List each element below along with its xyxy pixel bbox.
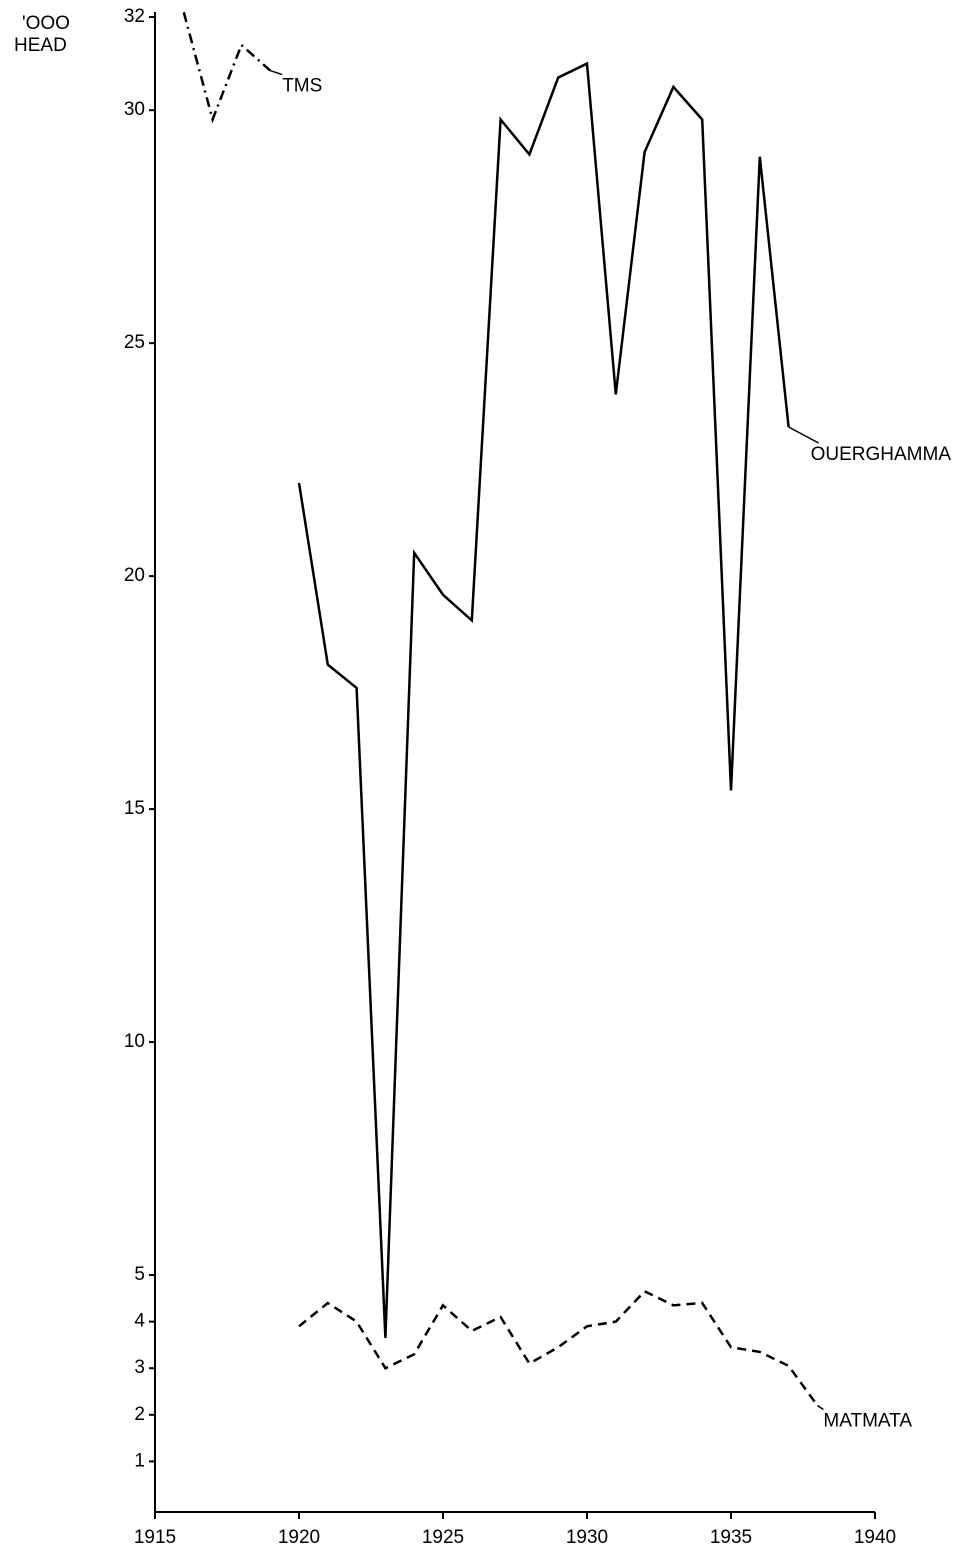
line-series (298, 1289, 819, 1407)
y-tick-label: 3 (134, 1357, 145, 1378)
series-label: MATMATA (823, 1411, 912, 1432)
y-tick-label: 2 (134, 1404, 145, 1425)
label-leader (788, 426, 819, 444)
y-tick-label: 32 (124, 6, 145, 27)
y-tick-label: 5 (134, 1264, 145, 1285)
x-tick-label: 1930 (566, 1527, 608, 1548)
line-series (297, 61, 790, 1338)
y-tick-label: 4 (134, 1311, 145, 1332)
y-tick-label: 15 (124, 798, 145, 819)
x-tick-label: 1925 (422, 1527, 464, 1548)
x-tick-label: 1920 (278, 1527, 320, 1548)
label-leader (816, 1404, 824, 1411)
x-tick-label: 1940 (854, 1527, 896, 1548)
label-leader (269, 69, 283, 76)
series-label: TMS (282, 76, 322, 97)
y-tick-label: 25 (124, 332, 145, 353)
y-axis-label: 'OOO (22, 13, 70, 34)
y-tick-label: 20 (124, 565, 145, 586)
y-tick-label: 10 (124, 1031, 145, 1052)
y-axis-label: HEAD (14, 35, 67, 56)
x-tick-label: 1915 (134, 1527, 176, 1548)
line-series (182, 12, 272, 124)
series-label: OUERGHAMMA (811, 444, 952, 465)
x-tick-label: 1935 (710, 1527, 752, 1548)
y-tick-label: 1 (134, 1450, 145, 1471)
y-tick-label: 30 (124, 99, 145, 120)
